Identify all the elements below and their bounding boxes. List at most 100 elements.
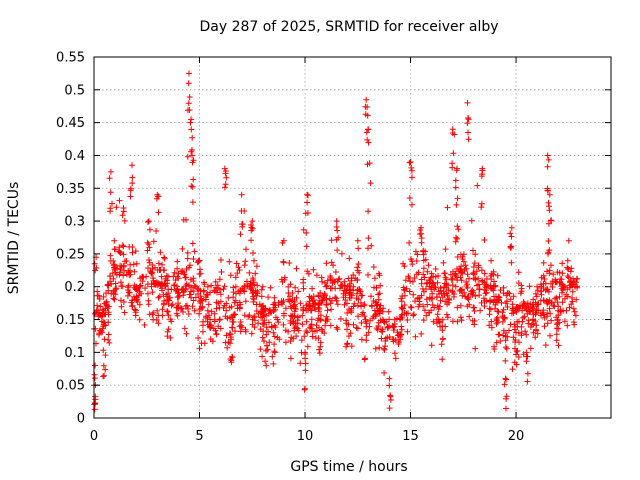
data-point xyxy=(150,309,157,316)
data-point xyxy=(258,286,265,293)
data-point xyxy=(111,261,118,268)
data-point xyxy=(238,324,245,331)
data-point xyxy=(438,341,445,348)
data-point xyxy=(434,320,440,327)
data-point xyxy=(327,285,334,292)
y-tick-label: 0 xyxy=(77,412,85,427)
data-point xyxy=(306,303,313,310)
data-point xyxy=(144,247,151,254)
data-point xyxy=(100,293,107,300)
data-point xyxy=(482,290,489,297)
data-point xyxy=(399,305,406,312)
data-point xyxy=(466,301,473,308)
data-point xyxy=(304,268,311,275)
data-point xyxy=(500,284,507,291)
data-point xyxy=(303,318,310,325)
data-point xyxy=(189,284,195,291)
data-point xyxy=(223,307,230,314)
data-point xyxy=(541,323,548,330)
data-point xyxy=(259,310,266,316)
data-point xyxy=(324,282,330,289)
data-point xyxy=(255,320,262,327)
data-point xyxy=(355,261,362,267)
data-point xyxy=(92,396,99,403)
data-point xyxy=(487,298,494,304)
data-point xyxy=(257,346,264,353)
data-point xyxy=(323,296,330,303)
data-point xyxy=(408,304,415,311)
data-point xyxy=(116,248,123,255)
data-point xyxy=(372,345,379,352)
data-point xyxy=(292,284,299,291)
data-point xyxy=(156,293,163,300)
data-point xyxy=(532,299,539,306)
data-point xyxy=(474,182,481,189)
data-point xyxy=(520,302,527,308)
data-point xyxy=(529,301,536,308)
y-axis-title: SRMTID / TECUs xyxy=(6,182,22,295)
data-point xyxy=(548,280,554,287)
data-point xyxy=(148,280,155,287)
data-point xyxy=(526,283,533,290)
data-point xyxy=(141,322,148,328)
data-point xyxy=(197,293,204,300)
data-point xyxy=(265,319,272,326)
data-point xyxy=(370,313,377,320)
data-point xyxy=(196,306,203,313)
data-point xyxy=(409,201,415,208)
data-point xyxy=(297,300,304,307)
data-point xyxy=(92,362,99,369)
data-point xyxy=(337,315,344,322)
data-point xyxy=(265,294,272,301)
data-point xyxy=(309,285,316,292)
data-point xyxy=(384,334,391,341)
data-point xyxy=(232,311,238,318)
data-point xyxy=(503,405,509,412)
data-point xyxy=(300,226,307,233)
data-point xyxy=(518,323,525,330)
data-point xyxy=(164,308,171,315)
data-point xyxy=(181,325,188,332)
data-point xyxy=(554,269,561,276)
data-point xyxy=(423,286,429,292)
data-point xyxy=(190,157,197,164)
data-point xyxy=(570,305,577,312)
data-point xyxy=(545,187,551,194)
data-point xyxy=(189,303,196,310)
data-point xyxy=(406,195,413,201)
data-point xyxy=(543,313,550,320)
data-point xyxy=(478,200,485,207)
y-tick-label: 0.3 xyxy=(64,215,85,230)
data-point xyxy=(132,307,139,314)
data-point xyxy=(103,298,110,305)
data-point xyxy=(157,249,164,256)
data-point xyxy=(229,353,235,360)
data-point xyxy=(510,293,517,300)
data-point xyxy=(253,292,260,299)
data-point xyxy=(405,273,412,280)
data-point xyxy=(304,210,311,216)
data-point xyxy=(187,288,194,295)
data-point xyxy=(295,288,302,295)
data-point xyxy=(464,284,471,291)
data-point xyxy=(518,285,525,292)
data-point xyxy=(148,269,155,276)
data-point xyxy=(315,293,322,300)
data-point xyxy=(397,336,404,343)
data-point xyxy=(105,319,112,326)
data-point xyxy=(281,276,288,283)
data-point xyxy=(348,343,355,350)
data-point xyxy=(502,344,509,351)
data-point xyxy=(327,273,334,280)
data-point xyxy=(188,126,195,133)
data-point xyxy=(355,313,361,320)
data-point xyxy=(488,318,495,325)
data-point xyxy=(136,316,143,323)
x-tick-label: 0 xyxy=(90,429,98,444)
data-point xyxy=(418,292,425,299)
data-point xyxy=(308,316,315,323)
data-point xyxy=(555,342,562,349)
data-point xyxy=(129,180,136,187)
data-point xyxy=(265,328,272,335)
data-point xyxy=(343,320,350,327)
